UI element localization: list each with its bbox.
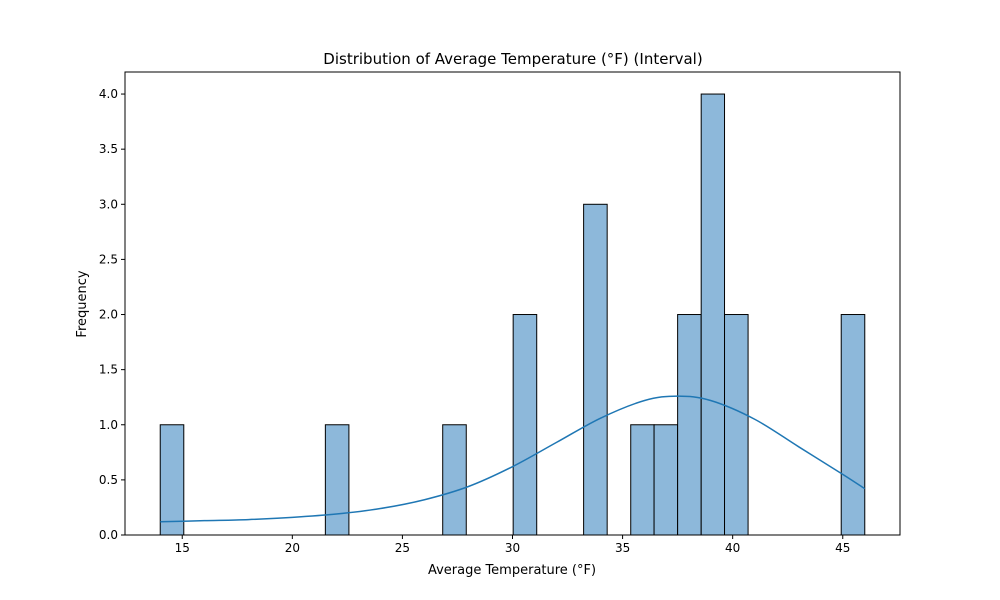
- x-tick-label: 20: [285, 541, 300, 555]
- y-tick-label: 3.0: [99, 197, 118, 211]
- y-axis-ticks: 0.0 0.5 1.0 1.5 2.0 2.5 3.0 3.5 4.0: [99, 87, 125, 542]
- y-tick-label: 2.5: [99, 252, 118, 266]
- histogram-bar-6: [653, 424, 679, 536]
- histogram-bar-2: [442, 424, 467, 536]
- histogram-bar-4: [583, 203, 608, 536]
- histogram-bar-5: [630, 424, 655, 536]
- y-axis-label: Frequency: [75, 270, 90, 337]
- histogram-bar-1: [324, 424, 350, 536]
- x-axis-ticks: 15 20 25 30 35 40 45: [175, 535, 850, 555]
- y-tick-label: 2.0: [99, 308, 118, 322]
- kde-curve: [160, 395, 866, 523]
- histogram-bar-10: [840, 314, 866, 536]
- plot-frame: [124, 71, 901, 536]
- x-tick-label: 30: [505, 541, 520, 555]
- y-tick-label: 0.0: [99, 528, 118, 542]
- histogram-bar-8: [700, 93, 726, 536]
- x-tick-label: 45: [835, 541, 850, 555]
- y-tick-label: 0.5: [99, 473, 118, 487]
- y-tick-label: 4.0: [99, 87, 118, 101]
- histogram-bar-0: [159, 424, 185, 536]
- y-tick-label: 3.5: [99, 142, 118, 156]
- y-tick-label: 1.5: [99, 363, 118, 377]
- histogram-bar-3: [512, 314, 538, 536]
- chart-title: Distribution of Average Temperature (°F)…: [323, 50, 702, 68]
- y-tick-label: 1.0: [99, 418, 118, 432]
- x-tick-label: 40: [725, 541, 740, 555]
- histogram-bar-9: [724, 314, 749, 536]
- x-axis-label: Average Temperature (°F): [428, 563, 596, 578]
- histogram-bar-7: [677, 314, 702, 536]
- bars-group: [159, 93, 866, 536]
- x-tick-label: 25: [395, 541, 410, 555]
- x-tick-label: 35: [615, 541, 630, 555]
- x-tick-label: 15: [175, 541, 190, 555]
